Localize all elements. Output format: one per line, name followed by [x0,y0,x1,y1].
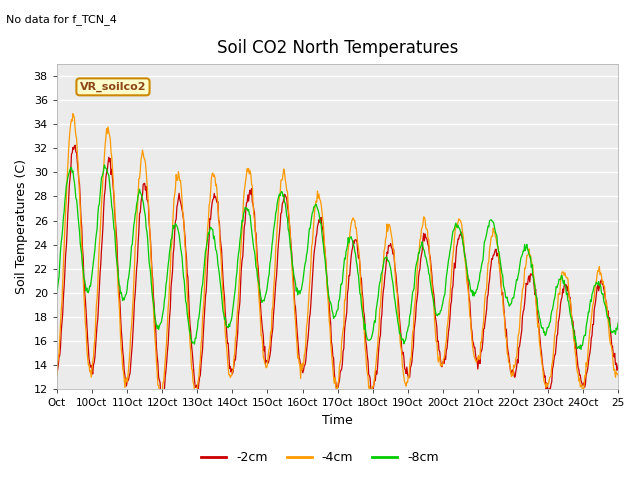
-8cm [100,162,108,168]
Title: Soil CO2 North Temperatures: Soil CO2 North Temperatures [217,39,458,57]
-4cm [397,345,404,351]
Line: -4cm: -4cm [57,114,618,397]
-2cm [614,361,622,367]
-8cm [396,330,404,336]
-8cm [272,210,280,216]
-2cm [252,228,259,234]
Line: -8cm: -8cm [57,165,618,349]
-4cm [429,288,436,294]
Text: No data for f_TCN_4: No data for f_TCN_4 [6,14,117,25]
-2cm [53,366,61,372]
Legend: -2cm, -4cm, -8cm: -2cm, -4cm, -8cm [196,446,444,469]
-8cm [614,319,622,325]
-8cm [428,289,436,295]
Line: -2cm: -2cm [57,145,618,395]
-2cm [120,355,127,360]
-8cm [251,249,259,254]
-4cm [614,373,622,379]
-4cm [69,111,77,117]
-2cm [71,143,79,148]
-2cm [397,332,404,338]
-8cm [223,324,230,329]
-4cm [53,373,61,379]
X-axis label: Time: Time [322,414,353,427]
-4cm [252,227,259,232]
-4cm [120,370,127,375]
-8cm [120,295,127,301]
-4cm [273,238,280,243]
-2cm [429,280,436,286]
-2cm [273,274,280,279]
-8cm [53,289,61,295]
-4cm [223,355,231,361]
-4cm [157,395,164,400]
-8cm [577,347,585,352]
Text: VR_soilco2: VR_soilco2 [80,82,146,92]
Y-axis label: Soil Temperatures (C): Soil Temperatures (C) [15,159,28,294]
-2cm [223,340,231,346]
-2cm [157,392,164,398]
